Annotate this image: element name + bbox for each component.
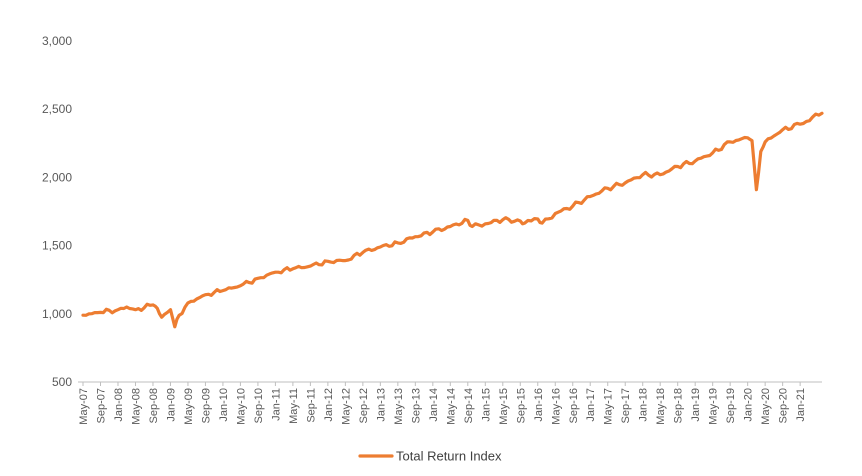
x-tick-label: Jan-10 xyxy=(218,388,230,422)
x-tick-label: May-09 xyxy=(183,388,195,425)
y-tick-label: 1,000 xyxy=(42,307,72,321)
x-tick-label: May-15 xyxy=(498,388,510,425)
x-tick-label: Sep-09 xyxy=(200,388,212,423)
x-tick-label: Sep-18 xyxy=(673,388,685,423)
y-tick-label: 500 xyxy=(52,375,72,389)
x-tick-label: May-17 xyxy=(603,388,615,425)
legend: Total Return Index xyxy=(358,449,502,464)
series-line-total-return-index xyxy=(81,111,824,329)
x-tick-label: Jan-19 xyxy=(690,388,702,422)
x-axis-ticks: May-07 Sep-07 Jan-08 May-08 Sep-08 Jan-09 May-… xyxy=(78,382,807,425)
x-tick-label: May-11 xyxy=(288,388,300,424)
y-tick-label: 2,000 xyxy=(42,170,72,184)
x-tick-label: Sep-16 xyxy=(568,388,580,423)
x-tick-label: May-18 xyxy=(655,388,667,425)
x-tick-label: Jan-14 xyxy=(428,388,440,422)
x-tick-label: Sep-14 xyxy=(463,388,475,423)
x-tick-label: May-20 xyxy=(760,388,772,425)
x-tick-label: Jan-20 xyxy=(743,388,755,422)
x-tick-label: Sep-13 xyxy=(410,388,422,423)
y-tick-label: 1,500 xyxy=(42,239,72,253)
x-tick-label: Jan-13 xyxy=(375,388,387,422)
x-tick-label: Sep-20 xyxy=(778,388,790,423)
x-tick-label: May-16 xyxy=(550,388,562,425)
x-tick-label: Sep-17 xyxy=(620,388,632,423)
x-tick-label: Jan-16 xyxy=(533,388,545,422)
y-axis-ticks: 500 1,000 1,500 2,000 2,500 3,000 xyxy=(42,34,72,389)
x-tick-label: May-07 xyxy=(78,388,90,425)
x-tick-label: Jan-15 xyxy=(480,388,492,422)
x-tick-label: Sep-10 xyxy=(253,388,265,423)
legend-label: Total Return Index xyxy=(396,449,502,464)
x-tick-label: May-12 xyxy=(340,388,352,425)
x-tick-label: Jan-11 xyxy=(270,388,282,421)
x-tick-label: Sep-15 xyxy=(515,388,527,423)
x-tick-label: May-08 xyxy=(130,388,142,425)
x-tick-label: May-14 xyxy=(445,388,457,425)
x-tick-label: Jan-08 xyxy=(113,388,125,422)
x-tick-label: Sep-12 xyxy=(358,388,370,423)
x-tick-label: May-13 xyxy=(393,388,405,425)
x-tick-label: May-10 xyxy=(235,388,247,425)
x-tick-label: Sep-19 xyxy=(725,388,737,423)
x-tick-label: Jan-12 xyxy=(323,388,335,422)
x-tick-label: Sep-07 xyxy=(95,388,107,423)
x-tick-label: Sep-08 xyxy=(148,388,160,423)
x-tick-label: Sep-11 xyxy=(305,388,317,423)
x-tick-label: Jan-18 xyxy=(638,388,650,422)
x-tick-label: May-19 xyxy=(708,388,720,425)
x-tick-label: Jan-17 xyxy=(585,388,597,422)
y-tick-label: 2,500 xyxy=(42,102,72,116)
x-tick-label: Jan-21 xyxy=(795,388,807,422)
x-tick-label: Jan-09 xyxy=(165,388,177,422)
y-tick-label: 3,000 xyxy=(42,34,72,48)
